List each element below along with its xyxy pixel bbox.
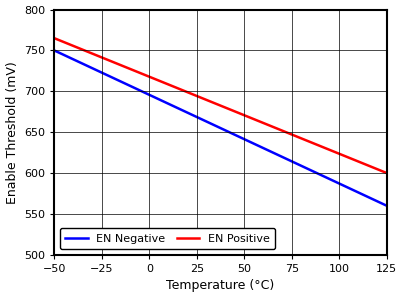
Y-axis label: Enable Threshold (mV): Enable Threshold (mV): [6, 61, 19, 204]
X-axis label: Temperature (°C): Temperature (°C): [166, 280, 275, 292]
Legend: EN Negative, EN Positive: EN Negative, EN Positive: [60, 228, 275, 249]
